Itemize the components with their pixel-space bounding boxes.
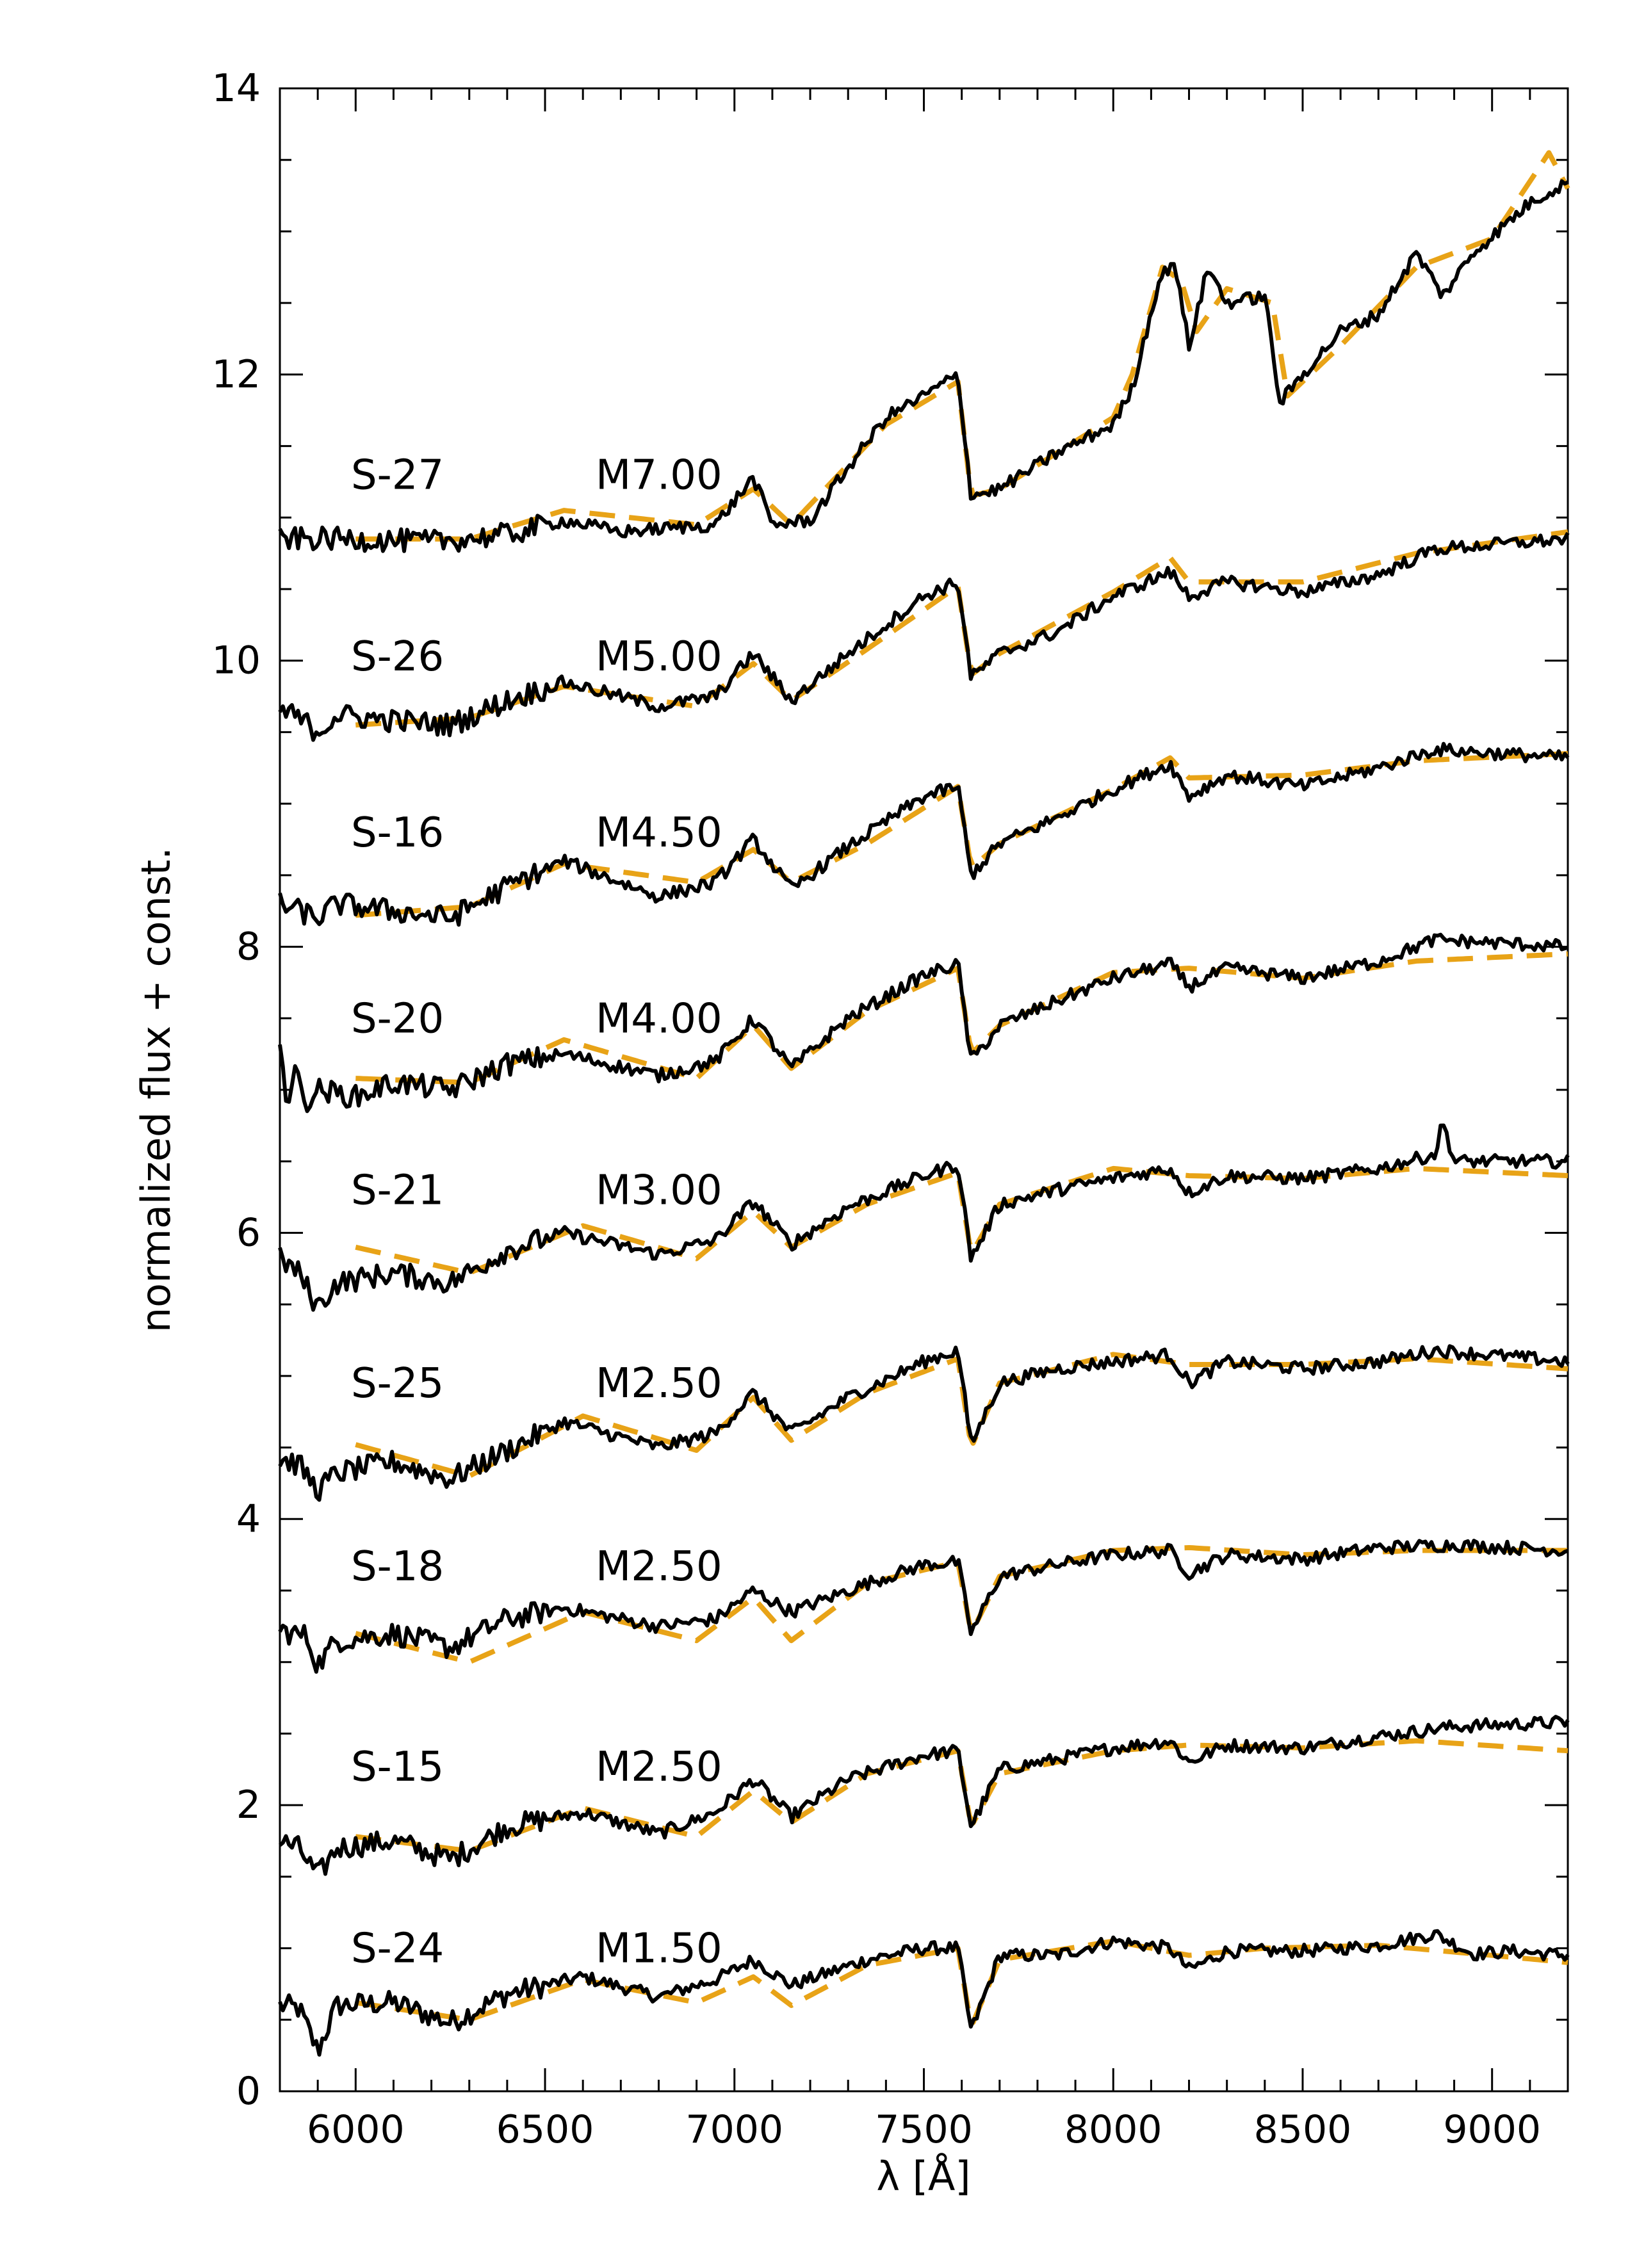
y-tick-label: 12 (212, 352, 261, 397)
x-tick-label: 7500 (875, 2107, 973, 2152)
template-spectrum-line (355, 951, 1568, 1085)
observed-spectrum-line (278, 932, 1568, 1114)
y-tick-label: 8 (236, 925, 261, 969)
star-name-label: S-26 (351, 633, 444, 681)
star-annotations: S-24 M1.50 S-15 M2.50 S-18 M2.50 S-25 M2.50 S-21… (351, 451, 722, 1972)
y-tick-label: 0 (236, 2069, 261, 2114)
star-name-label: S-25 (351, 1360, 444, 1407)
star-name-label: S-16 (351, 809, 444, 857)
x-tick-label: 8500 (1254, 2107, 1352, 2152)
star-name-label: S-27 (351, 451, 444, 499)
template-spectrum-line (355, 1545, 1568, 1665)
y-tick-label: 2 (236, 1783, 261, 1827)
template-spectrum-line (355, 1738, 1568, 1854)
y-tick-label: 10 (212, 638, 261, 683)
star-name-label: S-18 (351, 1543, 444, 1591)
star-name-label: S-21 (351, 1167, 444, 1214)
observed-spectrum-line (278, 179, 1569, 553)
spectral-type-label: M2.50 (596, 1543, 722, 1591)
axis-tick-labels: 6000 6500 7000 7500 8000 8500 9000 0 2 4 6 8 10 12 14 (212, 66, 1541, 2152)
observed-spectrum-line (278, 1929, 1570, 2057)
template-spectrum-line (355, 1938, 1568, 2025)
spectral-type-label: M2.50 (596, 1360, 722, 1407)
spectral-type-label: M2.50 (596, 1744, 722, 1791)
observed-spectrum-line (278, 741, 1570, 927)
y-axis-title: normalized flux + const. (133, 847, 179, 1332)
star-name-label: S-15 (351, 1744, 444, 1791)
x-tick-label: 9000 (1443, 2107, 1541, 2152)
axis-ticks (279, 87, 1569, 2093)
observed-spectrum-line (278, 1539, 1569, 1674)
x-axis-title: λ [Å] (876, 2153, 970, 2199)
observed-spectrum-line (278, 1344, 1570, 1502)
spectral-type-label: M5.00 (596, 633, 722, 681)
star-name-label: S-20 (351, 995, 444, 1042)
x-tick-label: 8000 (1064, 2107, 1162, 2152)
x-tick-label: 6000 (307, 2107, 405, 2152)
y-tick-label: 4 (236, 1496, 261, 1541)
y-tick-label: 6 (236, 1210, 261, 1255)
x-tick-label: 7000 (685, 2107, 783, 2152)
observed-spectrum-line (279, 1715, 1570, 1876)
y-tick-label: 14 (212, 66, 261, 111)
star-name-label: S-24 (351, 1925, 444, 1973)
spectral-type-label: M4.50 (596, 809, 722, 857)
spectral-type-label: M3.00 (596, 1167, 722, 1214)
observed-spectrum-line (278, 531, 1570, 742)
observed-spectrum-line (278, 1123, 1570, 1312)
template-spectrum-line (355, 750, 1568, 918)
template-spectrum-line (355, 150, 1570, 542)
spectral-type-label: M7.00 (596, 451, 722, 499)
spectral-type-label: M4.00 (596, 995, 722, 1042)
spectra-curves (278, 150, 1570, 2057)
spectral-type-label: M1.50 (596, 1925, 722, 1973)
x-tick-label: 6500 (496, 2107, 594, 2152)
